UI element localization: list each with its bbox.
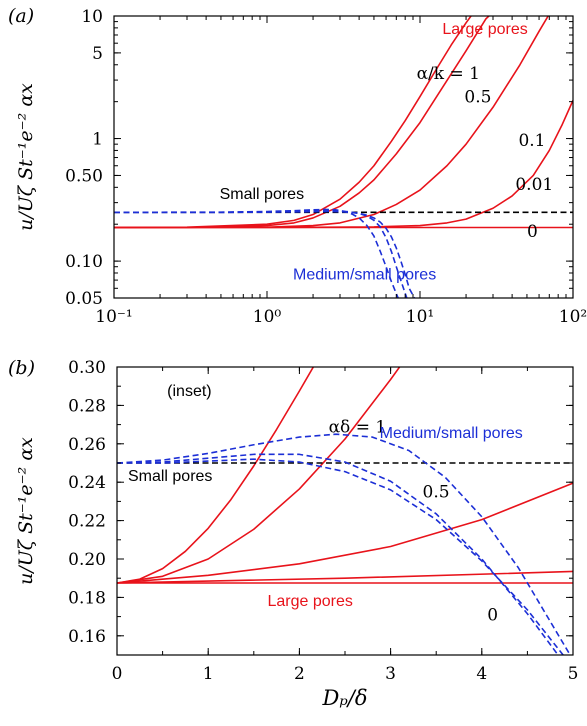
series-line-3: [117, 482, 573, 584]
y-tick-label: 0.22: [68, 512, 106, 532]
y-tick-label: 0.24: [68, 473, 106, 493]
x-tick-label: 5: [568, 664, 579, 684]
series-line-9: [117, 458, 565, 655]
ticks: [113, 15, 574, 299]
annotation-label: Medium/small pores: [293, 266, 436, 283]
y-tick-label: 0.26: [68, 435, 106, 455]
x-tick-label: 4: [476, 664, 487, 684]
x-tick-label: 2: [294, 664, 305, 684]
x-tick-label: 3: [385, 664, 396, 684]
x-tick-label: 0: [112, 664, 123, 684]
annotation-label: 0: [487, 605, 498, 625]
x-tick-label: 10⁻¹: [95, 307, 132, 327]
y-tick-label: 0.50: [65, 166, 103, 186]
annotation-label: 0: [527, 222, 538, 242]
x-tick-label: 10²: [559, 307, 587, 327]
annotation-label: Large pores: [442, 21, 527, 38]
annotation-label: α/k = 1: [417, 64, 480, 84]
annotation-label: 0.5: [423, 483, 450, 503]
series-line-8: [117, 453, 560, 655]
annotation-label: 0.1: [518, 131, 545, 151]
series-line-2: [117, 367, 401, 584]
series-line-1: [114, 16, 473, 229]
y-tick-label: 10: [81, 7, 103, 27]
annotation-label: Small pores: [128, 468, 212, 485]
series-line-1: [117, 367, 315, 584]
plot-area: [117, 367, 573, 655]
series-line-7: [114, 208, 399, 298]
axes-frame: [113, 15, 574, 299]
x-tick-label: 10⁰: [253, 307, 282, 327]
panel-b: 0 1 2 3 4 5 0.16 0.18 0.20 0.22 0.24 0.26 0.28 0.30 (b…: [8, 357, 579, 710]
annotation-label: Medium/small pores: [380, 425, 523, 442]
series-line-3: [114, 16, 550, 229]
y-tick-label: 5: [92, 44, 103, 64]
series-line-4: [114, 100, 573, 229]
annotation-label: Small pores: [220, 186, 304, 203]
y-axis-label: u/Uζ St⁻¹e⁻² αx: [15, 437, 37, 585]
y-tick-label: 0.28: [68, 396, 106, 416]
y-tick-label: 1: [92, 130, 103, 150]
plot-area: [114, 16, 573, 298]
series-line-4: [117, 570, 573, 584]
series-line-2: [114, 16, 491, 229]
panel-label: (b): [8, 357, 35, 379]
y-tick-label: 0.20: [68, 550, 106, 570]
annotation-label: 0.5: [464, 87, 491, 107]
annotation-label: Large pores: [267, 593, 352, 610]
x-tick-label: 1: [203, 664, 214, 684]
x-tick-label: 10¹: [406, 307, 434, 327]
annotation-label: (inset): [167, 383, 211, 400]
y-tick-label: 0.05: [65, 289, 103, 309]
ticks: [116, 366, 574, 656]
y-tick-label: 0.30: [68, 358, 106, 378]
series-line-7: [117, 433, 572, 655]
annotation-label: αδ = 1: [329, 417, 387, 437]
y-tick-label: 0.10: [65, 252, 103, 272]
y-tick-label: 0.16: [68, 627, 106, 647]
y-axis-label: u/Uζ St⁻¹e⁻² αx: [15, 83, 37, 231]
y-tick-label: 0.18: [68, 588, 106, 608]
annotation-label: 0.01: [515, 175, 553, 195]
panel-label: (a): [8, 5, 34, 27]
x-axis-label: Dₚ/δ: [322, 686, 368, 710]
